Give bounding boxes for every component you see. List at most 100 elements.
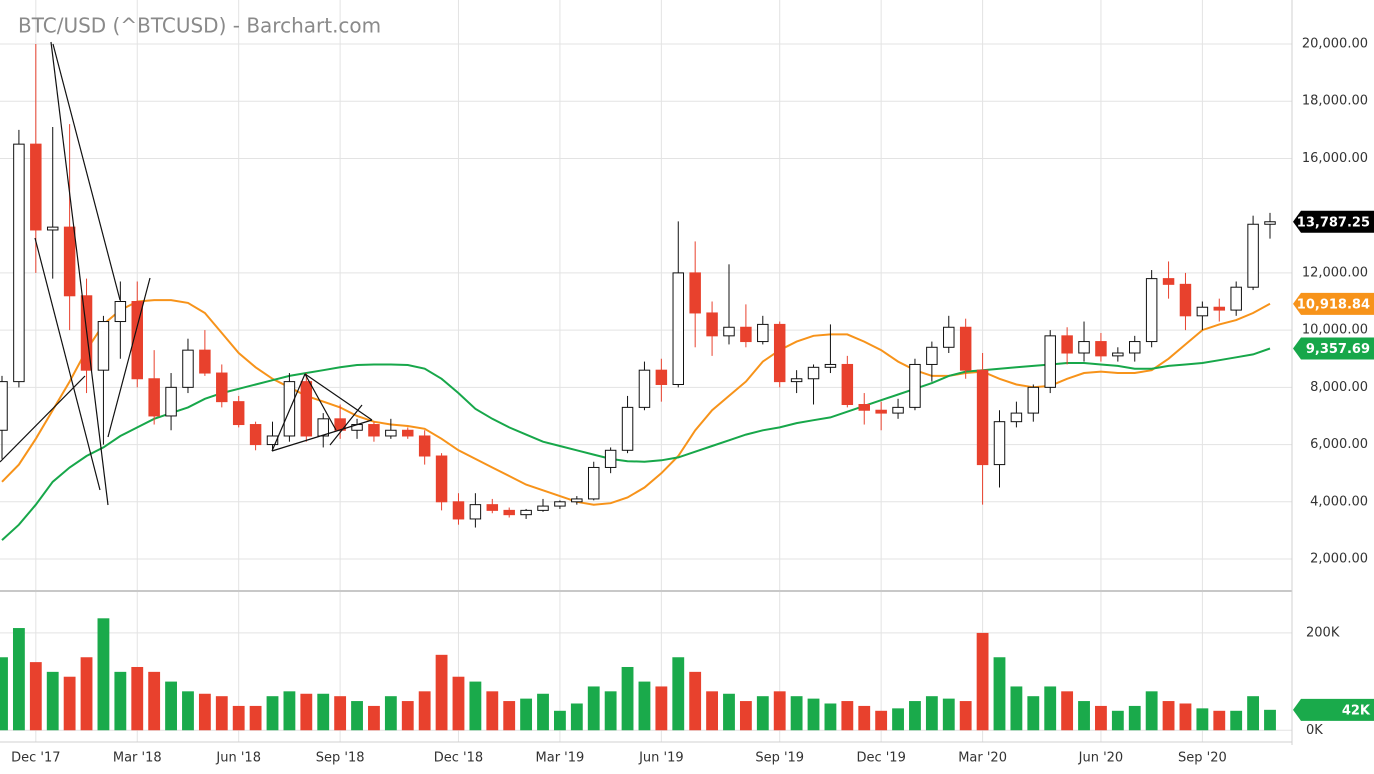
volume-bar <box>418 691 431 731</box>
candle-body <box>689 272 701 314</box>
candle-body <box>46 226 59 231</box>
y-tick-label: 6,000.00 <box>1310 437 1368 452</box>
volume-bar <box>638 681 651 731</box>
y-tick-label: 0K <box>1306 723 1323 738</box>
candle-body <box>368 424 380 437</box>
candle-body <box>232 401 245 426</box>
x-tick-label: Mar '18 <box>113 751 162 766</box>
candle-body <box>114 301 127 323</box>
x-tick-label: Dec '19 <box>856 751 905 766</box>
trend-line <box>271 419 373 452</box>
volume-bar <box>520 698 533 731</box>
y-tick-label: 2,000.00 <box>1310 552 1368 567</box>
candle-body <box>723 326 735 337</box>
candle-body <box>604 449 617 468</box>
volume-bar <box>1230 710 1243 731</box>
y-tick-label: 20,000.00 <box>1302 37 1368 52</box>
candle-body <box>385 429 397 437</box>
volume-bar <box>63 676 76 731</box>
volume-bar <box>739 701 752 731</box>
candle-body <box>757 323 769 343</box>
y-tick-label: 8,000.00 <box>1310 380 1368 395</box>
volume-bar <box>1078 701 1090 731</box>
volume-bar <box>1213 710 1226 731</box>
volume-bar <box>1027 696 1040 731</box>
candle-body <box>1044 335 1056 388</box>
candle-body <box>148 378 160 417</box>
plot <box>0 44 1276 731</box>
volume-bar <box>351 701 363 731</box>
volume-bar <box>942 698 955 731</box>
volume-bar <box>486 691 499 731</box>
candle-body <box>790 378 803 383</box>
volume-bar <box>300 693 313 731</box>
candle-body <box>537 505 549 511</box>
candle-body <box>943 326 955 348</box>
volume-bar <box>283 691 296 731</box>
volume-bar <box>858 705 871 731</box>
volume-bar <box>165 681 177 731</box>
candle-body <box>1247 223 1259 288</box>
volume-bar <box>554 710 566 731</box>
volume-bar <box>266 696 279 731</box>
volume-bar <box>131 666 144 731</box>
candle-body <box>1196 306 1209 317</box>
candle-body <box>740 326 752 343</box>
trend-line <box>107 277 151 438</box>
candle-body <box>976 369 989 466</box>
candle-body <box>0 381 8 431</box>
volume-bar <box>215 696 228 731</box>
volume-bar <box>689 671 702 731</box>
trend-line <box>304 373 373 421</box>
value-marker <box>1293 337 1374 360</box>
volume-bar <box>892 708 904 731</box>
volume-bar <box>384 696 397 731</box>
candle-body <box>1162 278 1175 285</box>
candle-body <box>199 349 211 374</box>
trend-line <box>50 41 109 506</box>
candle-body <box>1213 306 1226 311</box>
candle-body <box>858 404 870 411</box>
y-tick-label: 18,000.00 <box>1302 94 1368 109</box>
candle-body <box>554 501 566 507</box>
candle-body <box>841 363 854 406</box>
candle-body <box>1145 278 1158 343</box>
volume-bar <box>756 696 769 731</box>
candle-body <box>317 418 329 437</box>
x-tick-label: Sep '20 <box>1178 751 1227 766</box>
volume-bar <box>1111 710 1124 731</box>
volume-bar <box>368 705 380 731</box>
volume-bar <box>773 691 786 731</box>
value-marker-label: 13,787.25 <box>1297 215 1370 230</box>
candle-body <box>266 435 279 446</box>
volume-bar <box>198 693 211 731</box>
candle-body <box>1179 283 1192 317</box>
volume-bar <box>80 657 93 731</box>
moving-average-line <box>1 299 1271 506</box>
volume-bar <box>232 705 245 731</box>
value-marker-label: 9,357.69 <box>1306 342 1370 357</box>
x-tick-label: Sep '18 <box>316 751 365 766</box>
volume-bar <box>0 657 8 731</box>
value-marker <box>1293 698 1374 721</box>
candle-body <box>249 424 262 446</box>
candle-body <box>706 312 718 337</box>
candle-body <box>1027 386 1040 414</box>
volume-bar <box>570 703 583 731</box>
candle-body <box>1010 412 1023 423</box>
y-tick-label: 16,000.00 <box>1302 151 1368 166</box>
candle-body <box>503 509 515 516</box>
candle-body <box>435 455 448 503</box>
volume-bar <box>1264 709 1276 731</box>
candle-body <box>672 272 685 385</box>
volume-bar <box>1196 708 1209 731</box>
y-tick-label: 4,000.00 <box>1310 494 1368 509</box>
candle-body <box>1112 352 1124 357</box>
candle-body <box>773 323 786 383</box>
y-tick-label: 10,000.00 <box>1302 323 1368 338</box>
value-marker <box>1293 210 1374 233</box>
x-tick-label: Mar '20 <box>958 751 1007 766</box>
candle-body <box>892 406 904 414</box>
volume-bar <box>114 671 127 731</box>
x-tick-label: Sep '19 <box>755 751 804 766</box>
